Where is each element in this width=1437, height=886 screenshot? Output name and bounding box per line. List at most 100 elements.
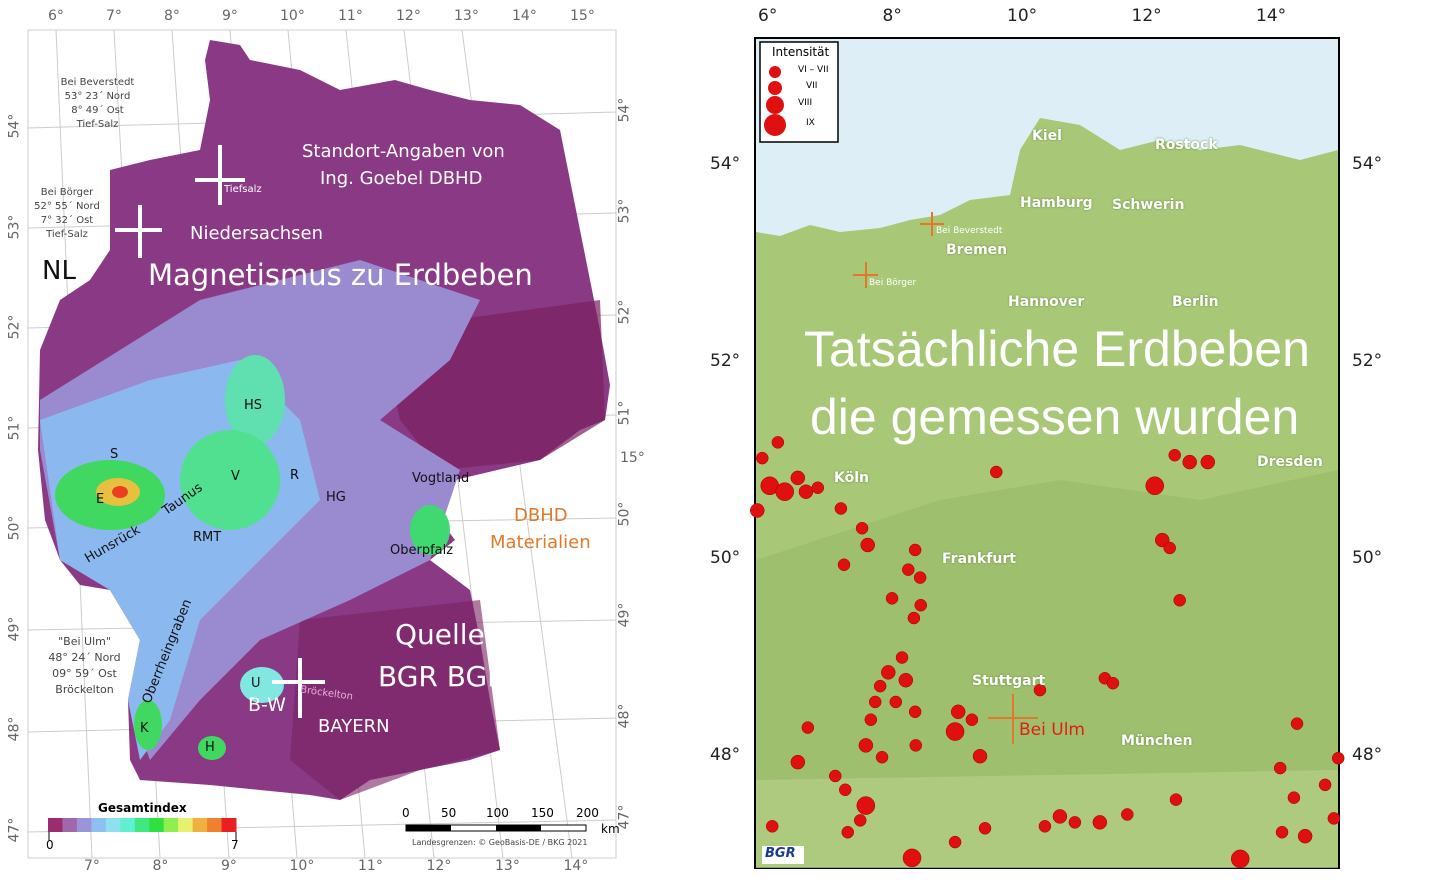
lat-tick: 48° (616, 703, 633, 729)
earthquake-marker (1273, 761, 1287, 775)
city-hamburg: Hamburg (1020, 195, 1093, 211)
scale-tick: 100 (486, 806, 509, 820)
label-niedersachsen: Niedersachsen (190, 223, 324, 244)
earthquake-marker (1182, 454, 1197, 470)
lon-tick: 14° (512, 8, 537, 24)
earthquake-marker (1287, 791, 1301, 804)
lon-tick: 10° (280, 8, 305, 24)
lon-tick: 13° (495, 858, 520, 874)
city-hannover: Hannover (1008, 294, 1085, 310)
lat-tick: 50° (710, 548, 741, 568)
sea (756, 39, 1338, 236)
earthquake-marker (873, 679, 887, 693)
earthquake-marker (1121, 808, 1134, 821)
scale-tick: 50 (441, 806, 457, 820)
earthquake-marker (1068, 816, 1082, 829)
earthquake-marker (1052, 809, 1068, 824)
legend-swatch (149, 818, 165, 832)
earthquake-marker (765, 820, 779, 833)
legend-swatch (76, 818, 92, 832)
label-bayern: BAYERN (318, 716, 390, 737)
label-goebel: Ing. Goebel DBHD (320, 168, 483, 189)
lat-tick-15: 15° (620, 450, 645, 466)
lat-tick: 50° (616, 501, 633, 527)
lat-tick: 49° (6, 616, 23, 641)
earthquake-marker (1290, 717, 1304, 730)
legend-label: VII (806, 81, 818, 91)
label-bw: B-W (248, 694, 286, 716)
legend-swatch (120, 818, 136, 832)
earthquake-marker (1275, 825, 1289, 839)
earthquake-marker (950, 704, 966, 720)
earthquake-marker (838, 783, 852, 797)
label-e: E (96, 492, 105, 507)
lon-tick: 11° (358, 858, 383, 874)
earthquake-marker (885, 592, 899, 605)
legend-circle (768, 81, 782, 95)
legend-swatch (207, 818, 223, 832)
city-rostock: Rostock (1155, 137, 1218, 153)
label-h: H (205, 740, 215, 755)
label-nl: NL (42, 256, 76, 286)
scale-credit: Landesgrenzen: © GeoBasis-DE / BKG 2021 (412, 838, 588, 847)
earthquake-marker (750, 503, 765, 518)
earthquake-marker (1106, 676, 1120, 690)
earthquake-marker (945, 722, 965, 741)
legend-swatch (163, 818, 179, 832)
lon-tick: 8° (152, 858, 169, 874)
legend-swatch (178, 818, 194, 832)
earthquake-marker (811, 481, 825, 495)
lon-tick: 7° (106, 8, 122, 24)
scale-tick: 150 (531, 806, 554, 820)
earthquake-marker (1173, 594, 1186, 607)
anno-line: 09° 59´ Ost (52, 667, 117, 680)
earthquake-marker (908, 543, 922, 557)
lon-tick: 9° (222, 8, 238, 24)
city-frankfurt: Frankfurt (942, 551, 1016, 567)
earthquake-marker (889, 695, 903, 709)
earthquake-marker (914, 598, 928, 612)
legend-circle (766, 96, 784, 114)
right-map: 6° 8° 10° 12° 14° 54° 52° 50° 48° 54° 52° 50° 48° In… (640, 0, 1437, 886)
earthquake-marker (834, 502, 848, 515)
legend-label: IX (806, 118, 815, 128)
scale-tick: 200 (576, 806, 599, 820)
earthquake-marker (881, 665, 896, 680)
lat-tick: 54° (710, 154, 741, 174)
legend-swatch (221, 818, 237, 832)
earthquake-marker (1297, 828, 1313, 844)
scale-unit: km (601, 822, 620, 836)
legend-circle (764, 114, 786, 136)
lat-tick: 48° (6, 716, 23, 742)
anno-line: Bröckelton (55, 683, 114, 696)
lat-tick: 52° (1352, 351, 1383, 371)
left-map-graphic (27, 29, 617, 859)
earthquake-marker (1033, 683, 1047, 697)
earthquake-marker (790, 754, 806, 770)
city-muenchen: München (1121, 733, 1193, 749)
scale-tick: 0 (402, 806, 410, 820)
label-quelle: Quelle (395, 618, 485, 651)
label-oberpfalz: Oberpfalz (390, 543, 454, 558)
legend-label: VIII (798, 98, 813, 108)
lon-tick: 12° (1131, 6, 1162, 26)
earthquake-marker (1331, 751, 1345, 765)
label-bgr-bge: BGR BGE (378, 660, 505, 693)
lon-tick: 10° (289, 858, 315, 874)
left-map: 6° 7° 8° 9° 10° 11° 12° 13° 14° 15° 7° 8° 9° 10° 11° 12… (0, 0, 644, 886)
legend-swatch (105, 818, 121, 832)
lat-tick: 53° (616, 198, 633, 224)
earthquake-marker (907, 611, 921, 625)
earthquake-marker (908, 705, 922, 719)
earthquake-marker (1200, 454, 1216, 470)
anno-line: 8° 49´ Ost (71, 105, 124, 116)
right-map-graphic (750, 37, 1345, 869)
anno-line: 53° 23´ Nord (64, 91, 131, 102)
lon-tick: 14° (563, 858, 589, 874)
lon-tick: 8° (882, 6, 902, 26)
anno-line: Bei Börger (40, 187, 94, 198)
site-beverstedt: Bei Beverstedt (936, 226, 1003, 236)
label-u: U (251, 676, 261, 691)
legend-label: VI – VII (798, 65, 829, 75)
legend-max: 7 (231, 838, 239, 852)
